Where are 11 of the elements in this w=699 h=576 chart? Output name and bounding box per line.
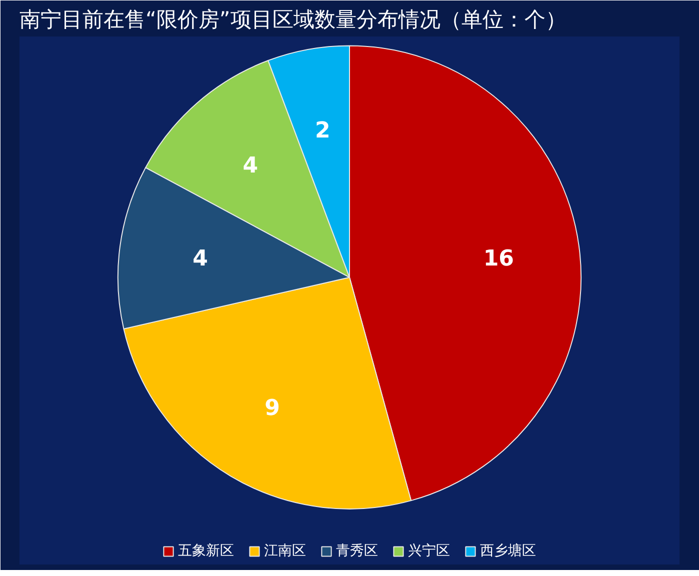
legend-label: 江南区 <box>264 542 306 560</box>
data-label: 4 <box>242 153 258 178</box>
chart-title: 南宁目前在售“限价房”项目区域数量分布情况（单位：个） <box>20 8 566 32</box>
legend-label: 西乡塘区 <box>480 542 536 560</box>
data-label: 16 <box>483 246 514 272</box>
legend-label: 青秀区 <box>336 542 378 560</box>
legend-label: 兴宁区 <box>408 542 450 560</box>
data-label: 2 <box>314 118 330 144</box>
data-label: 4 <box>192 246 208 272</box>
legend-label: 五象新区 <box>178 542 234 560</box>
data-label: 9 <box>264 396 280 422</box>
